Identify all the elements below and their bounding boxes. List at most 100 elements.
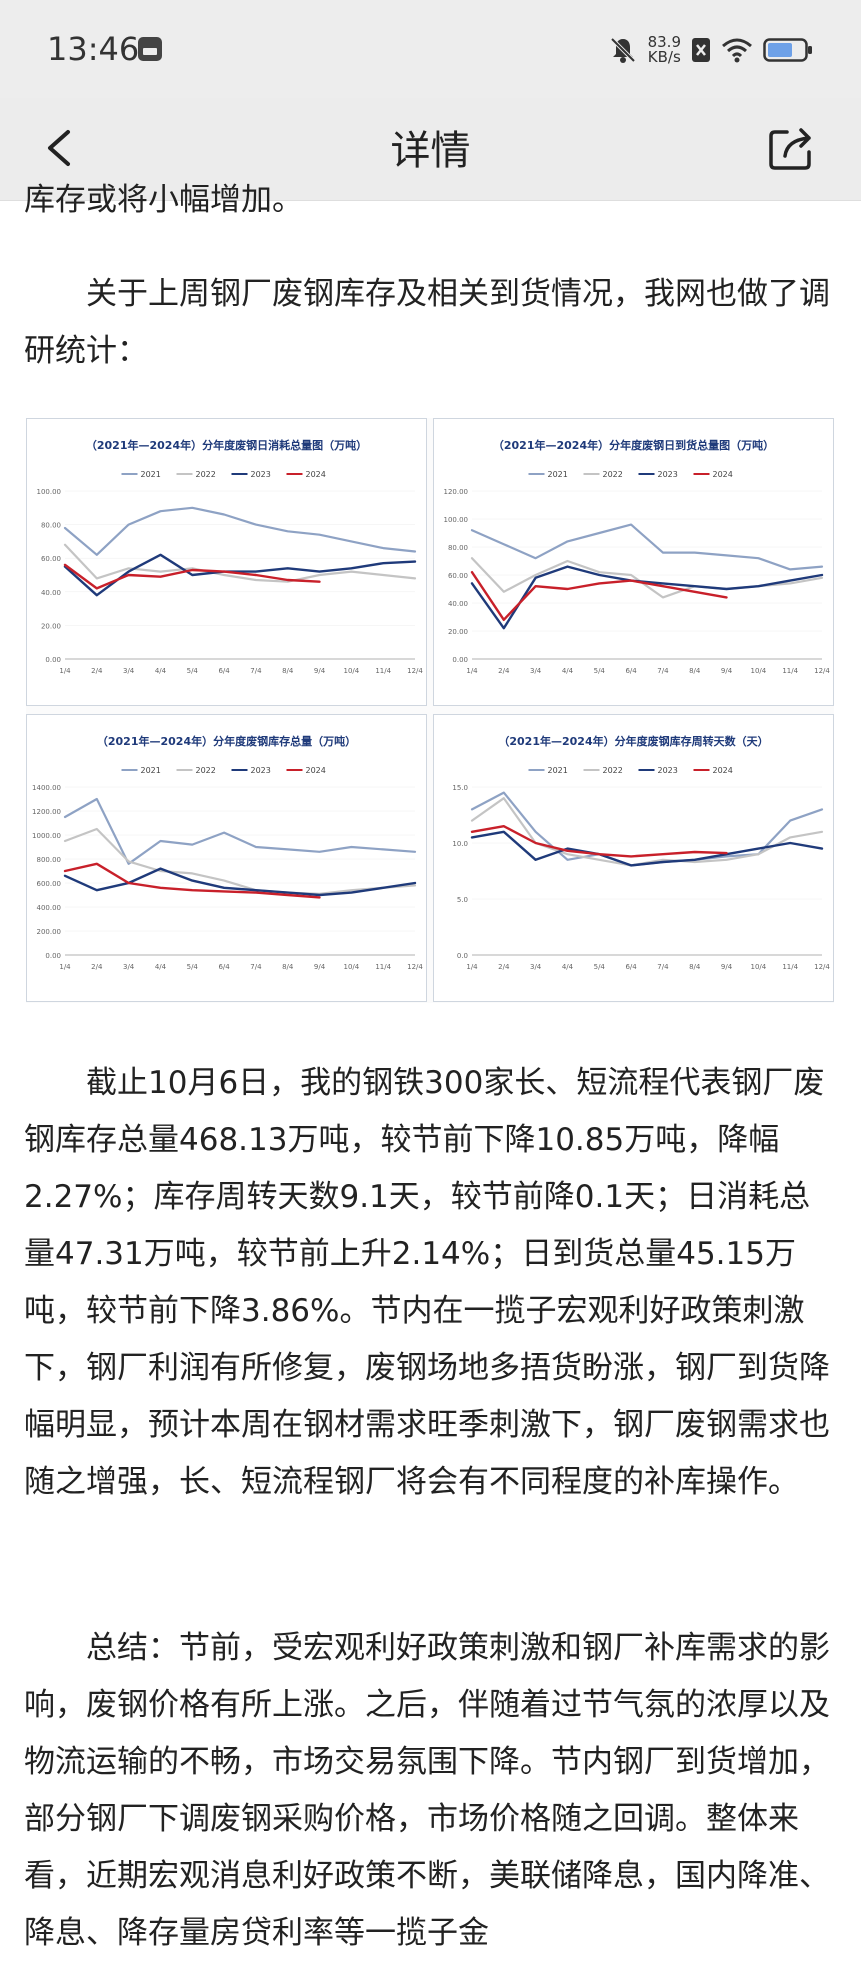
- chart-title: （2021年—2024年）分年度废钢库存周转天数（天）: [498, 734, 768, 748]
- x-tick-label: 11/4: [782, 667, 798, 675]
- x-tick-label: 12/4: [814, 667, 830, 675]
- y-tick-label: 200.00: [37, 928, 62, 936]
- article-paragraph-survey: 关于上周钢厂废钢库存及相关到货情况，我网也做了调研统计：: [24, 266, 837, 380]
- series-line-2022: [63, 827, 417, 895]
- network-speed: 83.9 KB/s: [648, 35, 681, 65]
- charts-grid: （2021年—2024年）分年度废钢日消耗总量图（万吨） 2021 2022 2023…: [26, 418, 834, 1003]
- x-tick-label: 8/4: [282, 963, 294, 971]
- legend-label-2024: 2024: [713, 766, 733, 775]
- back-arrow-icon[interactable]: [30, 118, 90, 178]
- stock-paragraph-text: 截止10月6日，我的钢铁300家长、短流程代表钢厂废钢库存总量468.13万吨，…: [24, 1065, 830, 1500]
- y-tick-label: 20.00: [41, 622, 61, 630]
- series-line-2022: [470, 557, 824, 599]
- y-tick-label: 600.00: [37, 880, 62, 888]
- series-line-2021: [63, 506, 417, 556]
- x-tick-label: 4/4: [155, 667, 167, 675]
- y-tick-label: 1400.00: [32, 784, 61, 792]
- chart-panel-3: （2021年—2024年）分年度废钢库存总量（万吨） 2021 2022 2023 20…: [26, 714, 427, 1002]
- x-tick-label: 3/4: [530, 667, 542, 675]
- x-tick-label: 1/4: [466, 963, 478, 971]
- x-tick-label: 5/4: [594, 667, 606, 675]
- chart-title: （2021年—2024年）分年度废钢库存总量（万吨）: [97, 734, 356, 748]
- x-tick-label: 10/4: [343, 963, 359, 971]
- x-tick-label: 1/4: [59, 667, 71, 675]
- legend-label-2022: 2022: [196, 766, 216, 775]
- x-tick-label: 6/4: [625, 667, 637, 675]
- legend-label-2023: 2023: [658, 766, 678, 775]
- share-icon[interactable]: [761, 118, 821, 178]
- x-tick-label: 10/4: [750, 667, 766, 675]
- legend-label-2023: 2023: [658, 470, 678, 479]
- x-tick-label: 3/4: [123, 667, 135, 675]
- x-tick-label: 7/4: [657, 963, 669, 971]
- x-tick-label: 11/4: [782, 963, 798, 971]
- status-time: 13:46: [47, 30, 140, 68]
- series-line-2024: [470, 571, 728, 621]
- x-tick-label: 5/4: [187, 667, 199, 675]
- legend-label-2022: 2022: [603, 766, 623, 775]
- series-line-2024: [63, 862, 321, 899]
- y-tick-label: 60.00: [448, 572, 468, 580]
- x-tick-label: 2/4: [91, 667, 103, 675]
- x-tick-label: 9/4: [314, 963, 326, 971]
- x-tick-label: 12/4: [407, 667, 423, 675]
- article-paragraph-partial: 库存或将小幅增加。: [24, 182, 303, 218]
- x-tick-label: 6/4: [625, 963, 637, 971]
- legend-label-2021: 2021: [548, 766, 568, 775]
- series-line-2023: [63, 867, 417, 897]
- summary-paragraph-text: 总结：节前，受宏观利好政策刺激和钢厂补库需求的影响，废钢价格有所上涨。之后，伴随…: [24, 1630, 830, 1951]
- x-tick-label: 7/4: [250, 667, 262, 675]
- x-tick-label: 3/4: [530, 963, 542, 971]
- y-tick-label: 1000.00: [32, 832, 61, 840]
- x-tick-label: 9/4: [721, 963, 733, 971]
- x-tick-label: 8/4: [282, 667, 294, 675]
- network-speed-unit: KB/s: [647, 48, 681, 66]
- chart-svg: （2021年—2024年）分年度废钢日消耗总量图（万吨） 2021 2022 2023…: [37, 438, 424, 675]
- battery-icon: [763, 38, 812, 62]
- x-tick-label: 2/4: [498, 963, 510, 971]
- x-tick-label: 2/4: [91, 963, 103, 971]
- legend-label-2021: 2021: [141, 470, 161, 479]
- y-tick-label: 1200.00: [32, 808, 61, 816]
- chart-panel-2: （2021年—2024年）分年度废钢日到货总量图（万吨） 2021 2022 2023…: [433, 418, 834, 706]
- status-bar: 13:46 83.9 KB/s: [0, 0, 861, 98]
- x-tick-label: 10/4: [343, 667, 359, 675]
- x-tick-label: 6/4: [218, 963, 230, 971]
- x-tick-label: 12/4: [407, 963, 423, 971]
- chart-svg: （2021年—2024年）分年度废钢库存总量（万吨） 2021 2022 2023 20…: [32, 734, 423, 971]
- y-tick-label: 100.00: [444, 516, 469, 524]
- y-tick-label: 0.00: [45, 952, 61, 960]
- x-tick-label: 7/4: [250, 963, 262, 971]
- legend-label-2024: 2024: [713, 470, 733, 479]
- survey-intro-text: 关于上周钢厂废钢库存及相关到货情况，我网也做了调研统计：: [24, 276, 830, 369]
- legend-label-2024: 2024: [306, 766, 326, 775]
- y-tick-label: 800.00: [37, 856, 62, 864]
- series-line-2021: [470, 523, 824, 571]
- x-tick-label: 6/4: [218, 667, 230, 675]
- chart-title: （2021年—2024年）分年度废钢日到货总量图（万吨）: [493, 438, 774, 452]
- legend-label-2022: 2022: [196, 470, 216, 479]
- series-line-2021: [63, 797, 417, 865]
- x-tick-label: 9/4: [314, 667, 326, 675]
- y-tick-label: 10.0: [452, 840, 468, 848]
- y-tick-label: 80.00: [448, 544, 468, 552]
- chart-panel-1: （2021年—2024年）分年度废钢日消耗总量图（万吨） 2021 2022 2023…: [26, 418, 427, 706]
- y-tick-label: 0.00: [452, 656, 468, 664]
- y-tick-label: 5.0: [457, 896, 468, 904]
- x-tick-label: 8/4: [689, 963, 701, 971]
- x-tick-label: 2/4: [498, 667, 510, 675]
- x-tick-label: 12/4: [814, 963, 830, 971]
- y-tick-label: 100.00: [37, 488, 62, 496]
- top-navigation-bar: [0, 98, 861, 201]
- status-icons: 83.9 KB/s: [608, 30, 813, 70]
- x-tick-label: 3/4: [123, 963, 135, 971]
- x-tick-label: 8/4: [689, 667, 701, 675]
- y-tick-label: 40.00: [448, 600, 468, 608]
- x-tick-label: 5/4: [594, 963, 606, 971]
- x-tick-label: 11/4: [375, 963, 391, 971]
- sim-off-icon: [692, 38, 710, 62]
- x-tick-label: 9/4: [721, 667, 733, 675]
- y-tick-label: 40.00: [41, 589, 61, 597]
- series-line-2022: [63, 543, 417, 583]
- series-line-2024: [470, 825, 728, 858]
